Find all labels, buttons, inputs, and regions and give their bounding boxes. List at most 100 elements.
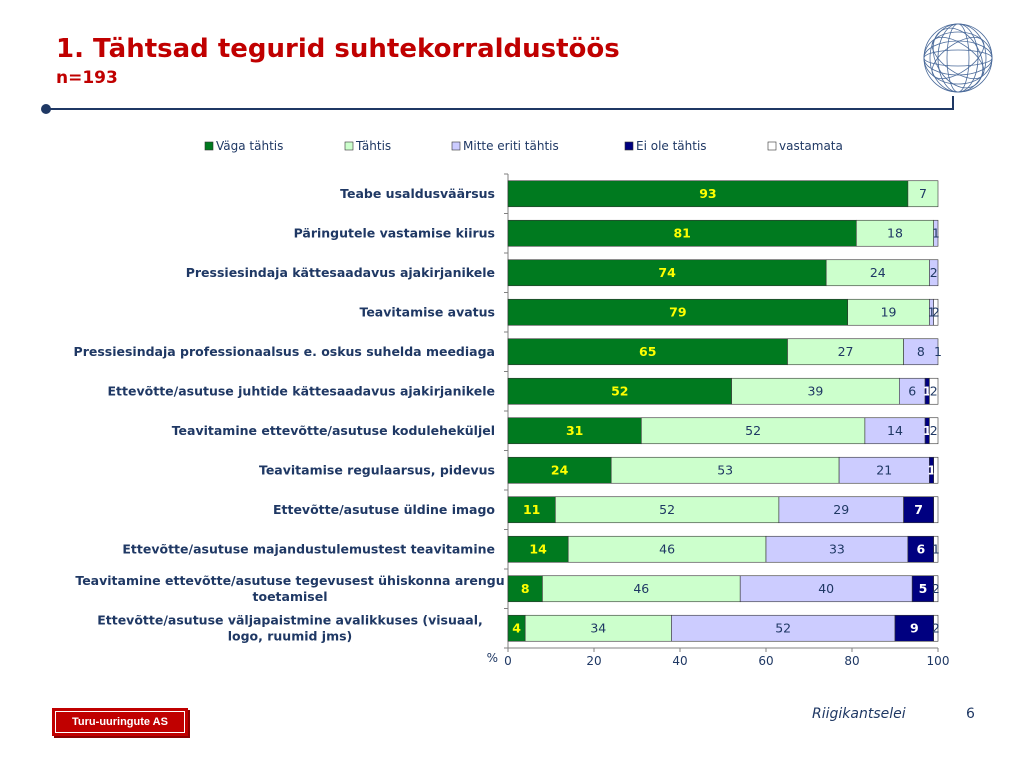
bar-value-label: 2 xyxy=(930,423,938,438)
bar-segment xyxy=(933,219,939,247)
footer-organization: Riigikantselei xyxy=(812,706,906,722)
bar-segment xyxy=(929,417,939,445)
legend-swatch xyxy=(344,141,354,151)
bar-value-label: 52 xyxy=(745,423,761,438)
legend-label: Mitte eriti tähtis xyxy=(463,139,559,153)
bar-value-label: 2 xyxy=(930,265,938,280)
legend-swatch xyxy=(451,141,461,151)
bar-value-label: 52 xyxy=(659,502,675,517)
bar-segment xyxy=(898,377,926,405)
category-label: Teavitamise regulaarsus, pidevus xyxy=(259,462,495,477)
bar-value-label: 2 xyxy=(932,620,940,635)
bar-segment xyxy=(855,219,934,247)
bar-segment xyxy=(507,219,857,247)
bar-segment xyxy=(610,456,840,484)
x-tick-label: 20 xyxy=(586,654,601,668)
bar-value-label: 24 xyxy=(551,462,569,477)
bar-segment xyxy=(507,180,909,208)
bar-value-label: 1 xyxy=(928,304,936,319)
bar-value-label: 4 xyxy=(512,620,521,635)
bar-segment xyxy=(933,535,939,563)
bar-value-label: 65 xyxy=(639,344,656,359)
slide-title: 1. Tähtsad tegurid suhtekorraldustöös xyxy=(56,34,620,64)
bar-segment xyxy=(933,575,939,603)
company-logo: Turu-uuringute AS xyxy=(52,708,188,736)
bar-segment xyxy=(542,575,741,603)
bar-segment xyxy=(825,259,930,287)
bar-value-label: 14 xyxy=(529,541,547,556)
bar-segment xyxy=(903,338,939,366)
bar-segment xyxy=(933,456,939,484)
bar-segment xyxy=(765,535,909,563)
bar-value-label: 7 xyxy=(914,502,923,517)
bar-value-label: 53 xyxy=(717,462,733,477)
bar-segment xyxy=(731,377,900,405)
bar-value-label: 34 xyxy=(590,620,606,635)
bar-value-label: 93 xyxy=(699,186,716,201)
category-label: Teabe usaldusväärsus xyxy=(340,186,495,201)
bar-segment xyxy=(933,496,939,524)
bar-value-label: 79 xyxy=(669,304,686,319)
bar-segment xyxy=(554,496,780,524)
bar-segment xyxy=(933,614,939,642)
legend-swatch xyxy=(624,141,634,151)
bar-value-label: 81 xyxy=(673,225,690,240)
bar-segment xyxy=(507,535,569,563)
bar-value-label: 5 xyxy=(919,581,928,596)
bar-value-label: 21 xyxy=(876,462,892,477)
bar-value-label: 1 xyxy=(932,541,940,556)
bar-segment xyxy=(671,614,896,642)
bar-value-label: 1 xyxy=(923,423,932,438)
bar-segment xyxy=(507,259,827,287)
category-label: Teavitamine ettevõtte/asutuse tegevusest… xyxy=(75,573,504,588)
bar-value-label: 46 xyxy=(659,541,675,556)
bar-segment xyxy=(778,496,904,524)
bar-segment xyxy=(929,259,939,287)
page-number: 6 xyxy=(966,706,975,722)
bar-segment xyxy=(903,496,934,524)
company-logo-text: Turu-uuringute AS xyxy=(55,711,185,733)
bar-segment xyxy=(838,456,930,484)
legend-swatch xyxy=(204,141,214,151)
bar-segment xyxy=(524,614,672,642)
category-label: Ettevõtte/asutuse väljapaistmine avalikk… xyxy=(97,612,483,627)
category-label: toetamisel xyxy=(253,589,328,604)
bar-segment xyxy=(907,180,939,208)
category-label: Pressiesindaja kättesaadavus ajakirjanik… xyxy=(186,265,495,280)
bar-value-label: 1 xyxy=(927,462,936,477)
bar-segment xyxy=(507,496,556,524)
bar-value-label: 1 xyxy=(923,383,932,398)
bar-value-label: 24 xyxy=(870,265,886,280)
category-label: Päringutele vastamise kiirus xyxy=(294,225,495,240)
bar-segment xyxy=(567,535,767,563)
bar-segment xyxy=(929,377,939,405)
legend-swatch xyxy=(767,141,777,151)
bar-value-label: 46 xyxy=(633,581,649,596)
bar-segment xyxy=(507,338,788,366)
category-label: Pressiesindaja professionaalsus e. oskus… xyxy=(74,344,495,359)
bar-value-label: 8 xyxy=(917,344,925,359)
header-divider-dot xyxy=(41,104,51,114)
bar-value-label: 27 xyxy=(838,344,854,359)
bar-value-label: 29 xyxy=(833,502,849,517)
category-label: logo, ruumid jms) xyxy=(228,628,353,643)
bar-value-label: 2 xyxy=(930,383,938,398)
bar-value-label: 74 xyxy=(658,265,676,280)
bar-value-label: 8 xyxy=(521,581,530,596)
bar-segment xyxy=(507,417,642,445)
bar-segment xyxy=(507,575,543,603)
bar-value-label: 11 xyxy=(523,502,540,517)
bar-value-label: 52 xyxy=(611,383,628,398)
x-tick-label: 40 xyxy=(672,654,687,668)
x-tick-label: 0 xyxy=(504,654,512,668)
legend-label: Tähtis xyxy=(355,139,391,153)
globe-icon xyxy=(923,23,993,93)
bar-value-label: 19 xyxy=(881,304,897,319)
category-label: Teavitamine ettevõtte/asutuse kodulehekü… xyxy=(172,423,495,438)
bar-value-label: 52 xyxy=(775,620,791,635)
header-divider xyxy=(46,108,954,110)
bar-segment xyxy=(847,298,930,326)
bar-value-label: 40 xyxy=(818,581,834,596)
bar-value-label: 6 xyxy=(916,541,925,556)
bar-value-label: 33 xyxy=(829,541,845,556)
